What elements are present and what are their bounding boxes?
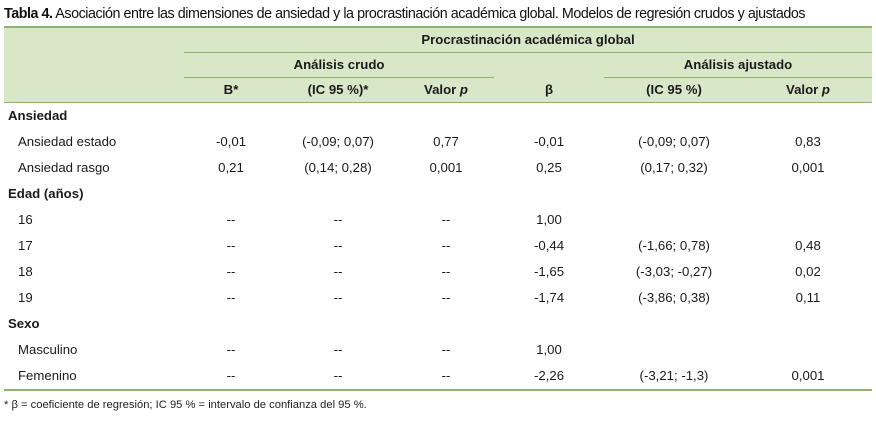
cell-beta-adj: 1,00 bbox=[536, 212, 562, 227]
cell-ci-adj: (-3,21; -1,3) bbox=[604, 363, 744, 391]
cell-p-adj bbox=[744, 337, 872, 363]
cell-b-crude: -- bbox=[226, 342, 236, 357]
cell-beta-adj: -1,74 bbox=[533, 290, 565, 305]
cell-p-adj: 0,001 bbox=[791, 160, 825, 175]
cell-beta-adj: -0,01 bbox=[533, 134, 565, 149]
cell-p-crude: 0,77 bbox=[433, 134, 459, 149]
cell-ci-crude: -- bbox=[278, 363, 398, 391]
cell-p-adj: 0,11 bbox=[795, 290, 821, 305]
cell-ci-adj bbox=[604, 207, 744, 233]
cell-p-adj: 0,02 bbox=[795, 264, 821, 279]
row-label: 19 bbox=[18, 290, 33, 305]
table-row: 16 -- -- -- 1,00 bbox=[4, 207, 872, 233]
cell-ci-adj: (-3,03; -0,27) bbox=[635, 264, 713, 279]
cell-ci-adj: (-3,86; 0,38) bbox=[638, 290, 710, 305]
cell-b-crude: -- bbox=[226, 238, 236, 253]
header-procrastinacion: Procrastinación académica global bbox=[184, 26, 872, 53]
row-label: Masculino bbox=[18, 342, 78, 357]
header-p-adj-italic: p bbox=[821, 82, 830, 97]
cell-p-adj: 0,48 bbox=[795, 238, 821, 253]
section-label: Sexo bbox=[8, 316, 40, 331]
header-empty-cell bbox=[4, 77, 184, 103]
header-analisis-crudo: Análisis crudo bbox=[184, 52, 494, 78]
cell-b-crude: -- bbox=[226, 212, 236, 227]
table-row: Ansiedad rasgo 0,21 (0,14; 0,28) 0,001 0… bbox=[4, 155, 872, 181]
cell-beta-adj: -2,26 bbox=[494, 363, 604, 391]
table-row: Femenino -- -- -- -2,26 (-3,21; -1,3) 0,… bbox=[4, 363, 872, 391]
table-row: 19 -- -- -- -1,74 (-3,86; 0,38) 0,11 bbox=[4, 285, 872, 311]
header-p-crude-italic: p bbox=[459, 82, 468, 97]
table-row: Ansiedad estado -0,01 (-0,09; 0,07) 0,77… bbox=[4, 129, 872, 155]
cell-ci-crude: -- bbox=[333, 264, 343, 279]
header-beta-adj: β bbox=[494, 77, 604, 103]
cell-ci-crude: -- bbox=[333, 342, 343, 357]
header-row-groups: Análisis crudo Análisis ajustado bbox=[4, 52, 872, 78]
cell-p-crude: -- bbox=[441, 238, 451, 253]
row-label: Femenino bbox=[4, 363, 184, 391]
cell-b-crude: -0,01 bbox=[215, 134, 247, 149]
header-p-adj: Valor p bbox=[744, 77, 872, 103]
cell-b-crude: 0,21 bbox=[218, 160, 244, 175]
cell-p-crude: 0,001 bbox=[429, 160, 463, 175]
section-row: Ansiedad bbox=[4, 103, 872, 130]
header-empty-cell bbox=[4, 52, 184, 78]
header-row-top: Procrastinación académica global bbox=[4, 26, 872, 53]
cell-ci-crude: (-0,09; 0,07) bbox=[302, 134, 374, 149]
table-row: 17 -- -- -- -0,44 (-1,66; 0,78) 0,48 bbox=[4, 233, 872, 259]
cell-ci-crude: -- bbox=[333, 212, 343, 227]
cell-ci-adj bbox=[604, 337, 744, 363]
cell-beta-adj: 1,00 bbox=[536, 342, 562, 357]
row-label: Ansiedad rasgo bbox=[18, 160, 110, 175]
table-row: 18 -- -- -- -1,65 (-3,03; -0,27) 0,02 bbox=[4, 259, 872, 285]
cell-p-crude: -- bbox=[441, 342, 451, 357]
table-row: Masculino -- -- -- 1,00 bbox=[4, 337, 872, 363]
cell-p-adj bbox=[744, 207, 872, 233]
cell-ci-adj: (0,17; 0,32) bbox=[640, 160, 708, 175]
cell-ci-crude: -- bbox=[333, 290, 343, 305]
cell-b-crude: -- bbox=[226, 290, 236, 305]
cell-p-adj: 0,83 bbox=[795, 134, 821, 149]
table-figure: Tabla 4. Asociación entre las dimensione… bbox=[4, 2, 872, 415]
header-p-crude-prefix: Valor bbox=[424, 82, 460, 97]
header-ci-crude: (IC 95 %)* bbox=[278, 77, 398, 103]
section-label: Edad (años) bbox=[8, 186, 84, 201]
cell-p-crude: -- bbox=[441, 264, 451, 279]
header-ci-adj: (IC 95 %) bbox=[604, 77, 744, 103]
section-row: Edad (años) bbox=[4, 181, 872, 207]
cell-p-crude: -- bbox=[441, 290, 451, 305]
header-p-adj-prefix: Valor bbox=[786, 82, 822, 97]
table-footnote: * β = coeficiente de regresión; IC 95 % … bbox=[4, 399, 367, 411]
table-caption: Tabla 4. Asociación entre las dimensione… bbox=[4, 2, 872, 26]
cell-p-adj: 0,001 bbox=[744, 363, 872, 391]
row-label: Ansiedad estado bbox=[18, 134, 117, 149]
cell-ci-crude: -- bbox=[333, 238, 343, 253]
header-analisis-ajustado: Análisis ajustado bbox=[604, 52, 872, 78]
header-row-columns: B* (IC 95 %)* Valor p β (IC 95 %) Valor … bbox=[4, 77, 872, 103]
cell-p-crude: -- bbox=[441, 212, 451, 227]
row-label: 18 bbox=[18, 264, 33, 279]
section-label: Ansiedad bbox=[8, 108, 68, 123]
row-label: 17 bbox=[18, 238, 33, 253]
section-row: Sexo bbox=[4, 311, 872, 337]
row-label: 16 bbox=[18, 212, 33, 227]
cell-beta-adj: 0,25 bbox=[536, 160, 562, 175]
regression-table: Procrastinación académica global Análisi… bbox=[4, 26, 872, 391]
cell-ci-adj: (-0,09; 0,07) bbox=[638, 134, 710, 149]
cell-ci-crude: (0,14; 0,28) bbox=[304, 160, 372, 175]
cell-beta-adj: -1,65 bbox=[533, 264, 565, 279]
header-empty-cell bbox=[4, 26, 184, 53]
cell-ci-adj: (-1,66; 0,78) bbox=[638, 238, 710, 253]
header-b-crude: B* bbox=[184, 77, 278, 103]
cell-b-crude: -- bbox=[226, 264, 236, 279]
cell-p-crude: -- bbox=[398, 363, 494, 391]
table-caption-label: Tabla 4. bbox=[4, 6, 53, 22]
cell-b-crude: -- bbox=[184, 363, 278, 391]
cell-beta-adj: -0,44 bbox=[533, 238, 565, 253]
header-p-crude: Valor p bbox=[398, 77, 494, 103]
table-caption-text: Asociación entre las dimensiones de ansi… bbox=[52, 6, 806, 22]
header-gap-cell bbox=[494, 52, 604, 78]
